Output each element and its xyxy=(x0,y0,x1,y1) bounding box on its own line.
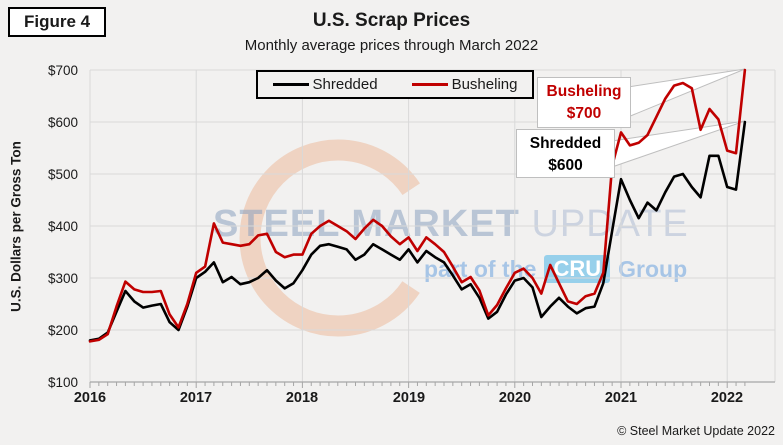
y-tick-200: $200 xyxy=(47,323,78,338)
y-tick-600: $600 xyxy=(47,115,78,130)
busheling-callout: Busheling $700 xyxy=(537,77,631,128)
watermark-tagline-suffix: Group xyxy=(618,255,688,282)
x-tick-2018: 2018 xyxy=(285,390,319,406)
copyright-notice: © Steel Market Update 2022 xyxy=(617,424,775,438)
x-tick-2017: 2017 xyxy=(179,390,213,406)
legend-label-busheling: Busheling xyxy=(451,76,518,93)
x-tick-2022: 2022 xyxy=(710,390,744,406)
x-tick-2021: 2021 xyxy=(604,390,638,406)
smu-ring-logo xyxy=(239,139,437,337)
x-tick-2016: 2016 xyxy=(73,390,107,406)
y-tick-100: $100 xyxy=(47,375,78,390)
shredded-line-swatch xyxy=(272,83,309,86)
shredded-callout-value: $600 xyxy=(548,157,583,175)
chart-title: U.S. Scrap Prices xyxy=(312,10,471,31)
legend: Shredded Busheling xyxy=(256,70,534,99)
x-tick-2020: 2020 xyxy=(498,390,532,406)
shredded-line xyxy=(88,120,747,342)
busheling-callout-label: Busheling xyxy=(546,83,622,100)
watermark-tagline-prefix: part of the xyxy=(424,255,537,282)
shredded-callout: Shredded $600 xyxy=(516,129,615,178)
legend-label-shredded: Shredded xyxy=(312,76,378,93)
legend-item-busheling: Busheling xyxy=(411,76,518,93)
chart-subtitle: Monthly average prices through March 202… xyxy=(244,37,539,54)
legend-item-shredded: Shredded xyxy=(272,76,378,93)
y-tick-700: $700 xyxy=(47,63,78,78)
data-series-lines xyxy=(88,68,747,343)
axis-ticks xyxy=(89,381,775,388)
busheling-line xyxy=(88,68,747,343)
gridlines xyxy=(89,69,776,383)
watermark-brand-bold: STEEL MARKET xyxy=(213,203,520,245)
y-tick-500: $500 xyxy=(47,167,78,182)
x-tick-2019: 2019 xyxy=(392,390,426,406)
busheling-line-swatch xyxy=(411,83,448,86)
y-tick-400: $400 xyxy=(47,219,78,234)
figure-label: Figure 4 xyxy=(8,7,107,37)
shredded-callout-label: Shredded xyxy=(529,135,602,152)
y-tick-300: $300 xyxy=(47,271,78,286)
busheling-callout-value: $700 xyxy=(566,105,602,123)
